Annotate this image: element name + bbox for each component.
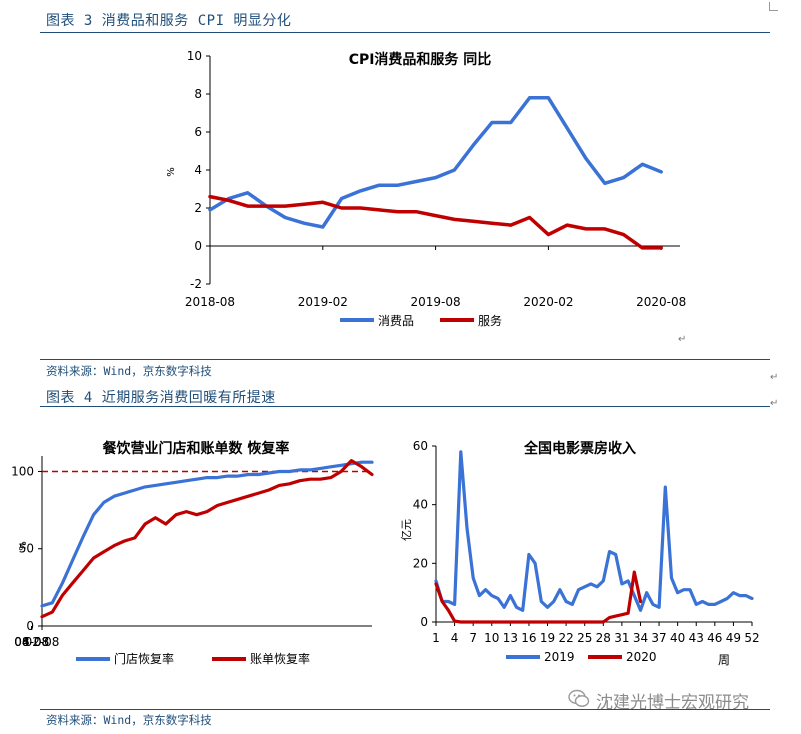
paragraph-mark: ↵ [770, 372, 779, 383]
x-tick-label: 4 [451, 631, 459, 645]
x-tick-label: 04-08 [14, 635, 49, 649]
series-line-1 [434, 450, 754, 612]
x-tick-label: 2020-02 [523, 295, 573, 309]
series-line-1 [208, 96, 663, 229]
x-tick-label: 02-08 [25, 635, 60, 649]
y-axis-label: % [166, 167, 177, 177]
figure-3-title-rule [40, 32, 770, 33]
x-tick-label: 2020-08 [636, 295, 686, 309]
x-tick-label: 46 [707, 631, 722, 645]
legend-label: 账单恢复率 [250, 651, 310, 666]
x-axis-label: 周 [718, 653, 730, 667]
figure-4-source-rule [40, 709, 770, 710]
series-line-2 [434, 570, 643, 624]
y-tick-label: -2 [190, 277, 202, 291]
figure-3-title: 图表 3 消费品和服务 CPI 明显分化 [46, 13, 292, 29]
page-corner-mark [769, 2, 778, 11]
x-tick-label: 34 [633, 631, 648, 645]
y-tick-label: 60 [413, 439, 428, 453]
series-line-2 [208, 194, 663, 250]
y-tick-label: 10 [187, 49, 202, 63]
chart-title: 餐饮营业门店和账单数 恢复率 [102, 440, 290, 457]
x-tick-label: 1 [432, 631, 440, 645]
paragraph-mark: ↵ [678, 334, 687, 345]
y-tick-label: 40 [413, 498, 428, 512]
x-tick-label: 2019-02 [298, 295, 348, 309]
legend-label: 2020 [626, 650, 657, 664]
x-tick-label: 08-08 [14, 635, 49, 649]
legend-label: 消费品 [378, 314, 414, 328]
y-axis-label: 亿元 [400, 519, 413, 541]
x-tick-label: 19 [540, 631, 555, 645]
figure-4-title-rule [40, 406, 770, 407]
y-tick-label: 6 [194, 125, 202, 139]
y-tick-label: 0 [194, 239, 202, 253]
x-tick-label: 2019-08 [411, 295, 461, 309]
wechat-icon [568, 689, 590, 707]
x-tick-label: 13 [503, 631, 518, 645]
x-tick-label: 10 [484, 631, 499, 645]
legend-label: 门店恢复率 [114, 651, 174, 666]
chart-title: 全国电影票房收入 [523, 440, 636, 457]
x-tick-label: 25 [577, 631, 592, 645]
y-tick-label: 2 [194, 201, 202, 215]
x-tick-label: 16 [521, 631, 536, 645]
x-tick-label: 2018-08 [185, 295, 235, 309]
x-tick-label: 22 [558, 631, 573, 645]
x-tick-label: 40 [670, 631, 685, 645]
x-tick-label: 28 [596, 631, 611, 645]
watermark-text: 沈建光博士宏观研究 [596, 693, 749, 713]
figure-4-source: 资料来源：Wind，京东数字科技 [46, 713, 212, 727]
y-tick-label: 100 [11, 464, 34, 478]
series-line-2 [40, 459, 374, 619]
x-tick-label: 52 [744, 631, 759, 645]
paragraph-mark: ↵ [770, 398, 779, 409]
series-line-1 [40, 460, 374, 608]
y-axis-label: % [18, 541, 29, 551]
cpi-chart: CPI消费品和服务 同比 -2 0 2 4 6 8 10% 2018-08 2019-02 2019… [166, 49, 686, 328]
legend-label: 2019 [544, 650, 575, 664]
x-tick-label: 31 [614, 631, 629, 645]
y-tick-label: 0 [26, 619, 34, 633]
figure-3-source-rule [40, 359, 770, 360]
x-tick-label: 49 [726, 631, 741, 645]
x-tick-label: 37 [651, 631, 666, 645]
y-tick-label: 20 [413, 556, 428, 570]
box-office-chart: 全国电影票房收入 0 20 40 60 亿元 1 4 7 10 13 16 19 22 25 28 31 34 37… [400, 439, 760, 667]
figure-4-title: 图表 4 近期服务消费回暖有所提速 [46, 390, 276, 406]
chart-title: CPI消费品和服务 同比 [349, 51, 492, 68]
y-tick-label: 4 [194, 163, 202, 177]
y-tick-label: 50 [19, 542, 34, 556]
x-tick-label: 7 [469, 631, 477, 645]
legend-label: 服务 [478, 313, 502, 328]
y-tick-label: 0 [420, 615, 428, 629]
x-tick-label: 43 [689, 631, 704, 645]
x-tick-label: 06-08 [14, 635, 49, 649]
y-tick-label: 8 [194, 87, 202, 101]
restaurant-recovery-chart: 餐饮营业门店和账单数 恢复率 0 50 100% 02-0804-0806-0808-0… [11, 440, 374, 666]
figure-3-source: 资料来源：Wind，京东数字科技 [46, 364, 212, 378]
